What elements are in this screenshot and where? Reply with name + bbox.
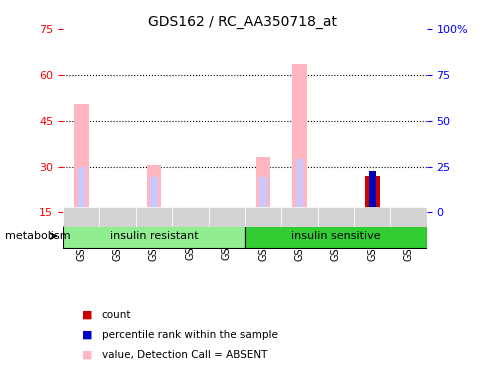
FancyBboxPatch shape <box>244 207 281 227</box>
Text: metabolism: metabolism <box>5 231 70 241</box>
Text: value, Detection Call = ABSENT: value, Detection Call = ABSENT <box>102 350 267 360</box>
FancyBboxPatch shape <box>136 207 172 227</box>
Bar <box>256 157 270 212</box>
Text: ■: ■ <box>82 310 93 320</box>
Text: insulin sensitive: insulin sensitive <box>290 231 380 241</box>
Bar <box>74 104 89 212</box>
Bar <box>364 176 378 212</box>
Bar <box>77 167 85 212</box>
Text: insulin resistant: insulin resistant <box>109 231 198 241</box>
FancyBboxPatch shape <box>390 207 426 227</box>
Bar <box>368 171 375 212</box>
FancyBboxPatch shape <box>317 207 353 227</box>
FancyBboxPatch shape <box>244 224 426 247</box>
Bar <box>291 64 306 212</box>
FancyBboxPatch shape <box>99 207 136 227</box>
Text: percentile rank within the sample: percentile rank within the sample <box>102 330 277 340</box>
FancyBboxPatch shape <box>63 224 244 247</box>
Text: GDS162 / RC_AA350718_at: GDS162 / RC_AA350718_at <box>148 15 336 29</box>
FancyBboxPatch shape <box>172 207 208 227</box>
Bar <box>295 159 302 212</box>
Bar <box>150 177 157 212</box>
Text: ■: ■ <box>82 330 93 340</box>
Bar <box>146 165 161 212</box>
FancyBboxPatch shape <box>281 207 317 227</box>
FancyBboxPatch shape <box>353 207 390 227</box>
FancyBboxPatch shape <box>63 207 99 227</box>
Bar <box>259 177 266 212</box>
Text: ■: ■ <box>82 350 93 360</box>
FancyBboxPatch shape <box>208 207 244 227</box>
Text: count: count <box>102 310 131 320</box>
